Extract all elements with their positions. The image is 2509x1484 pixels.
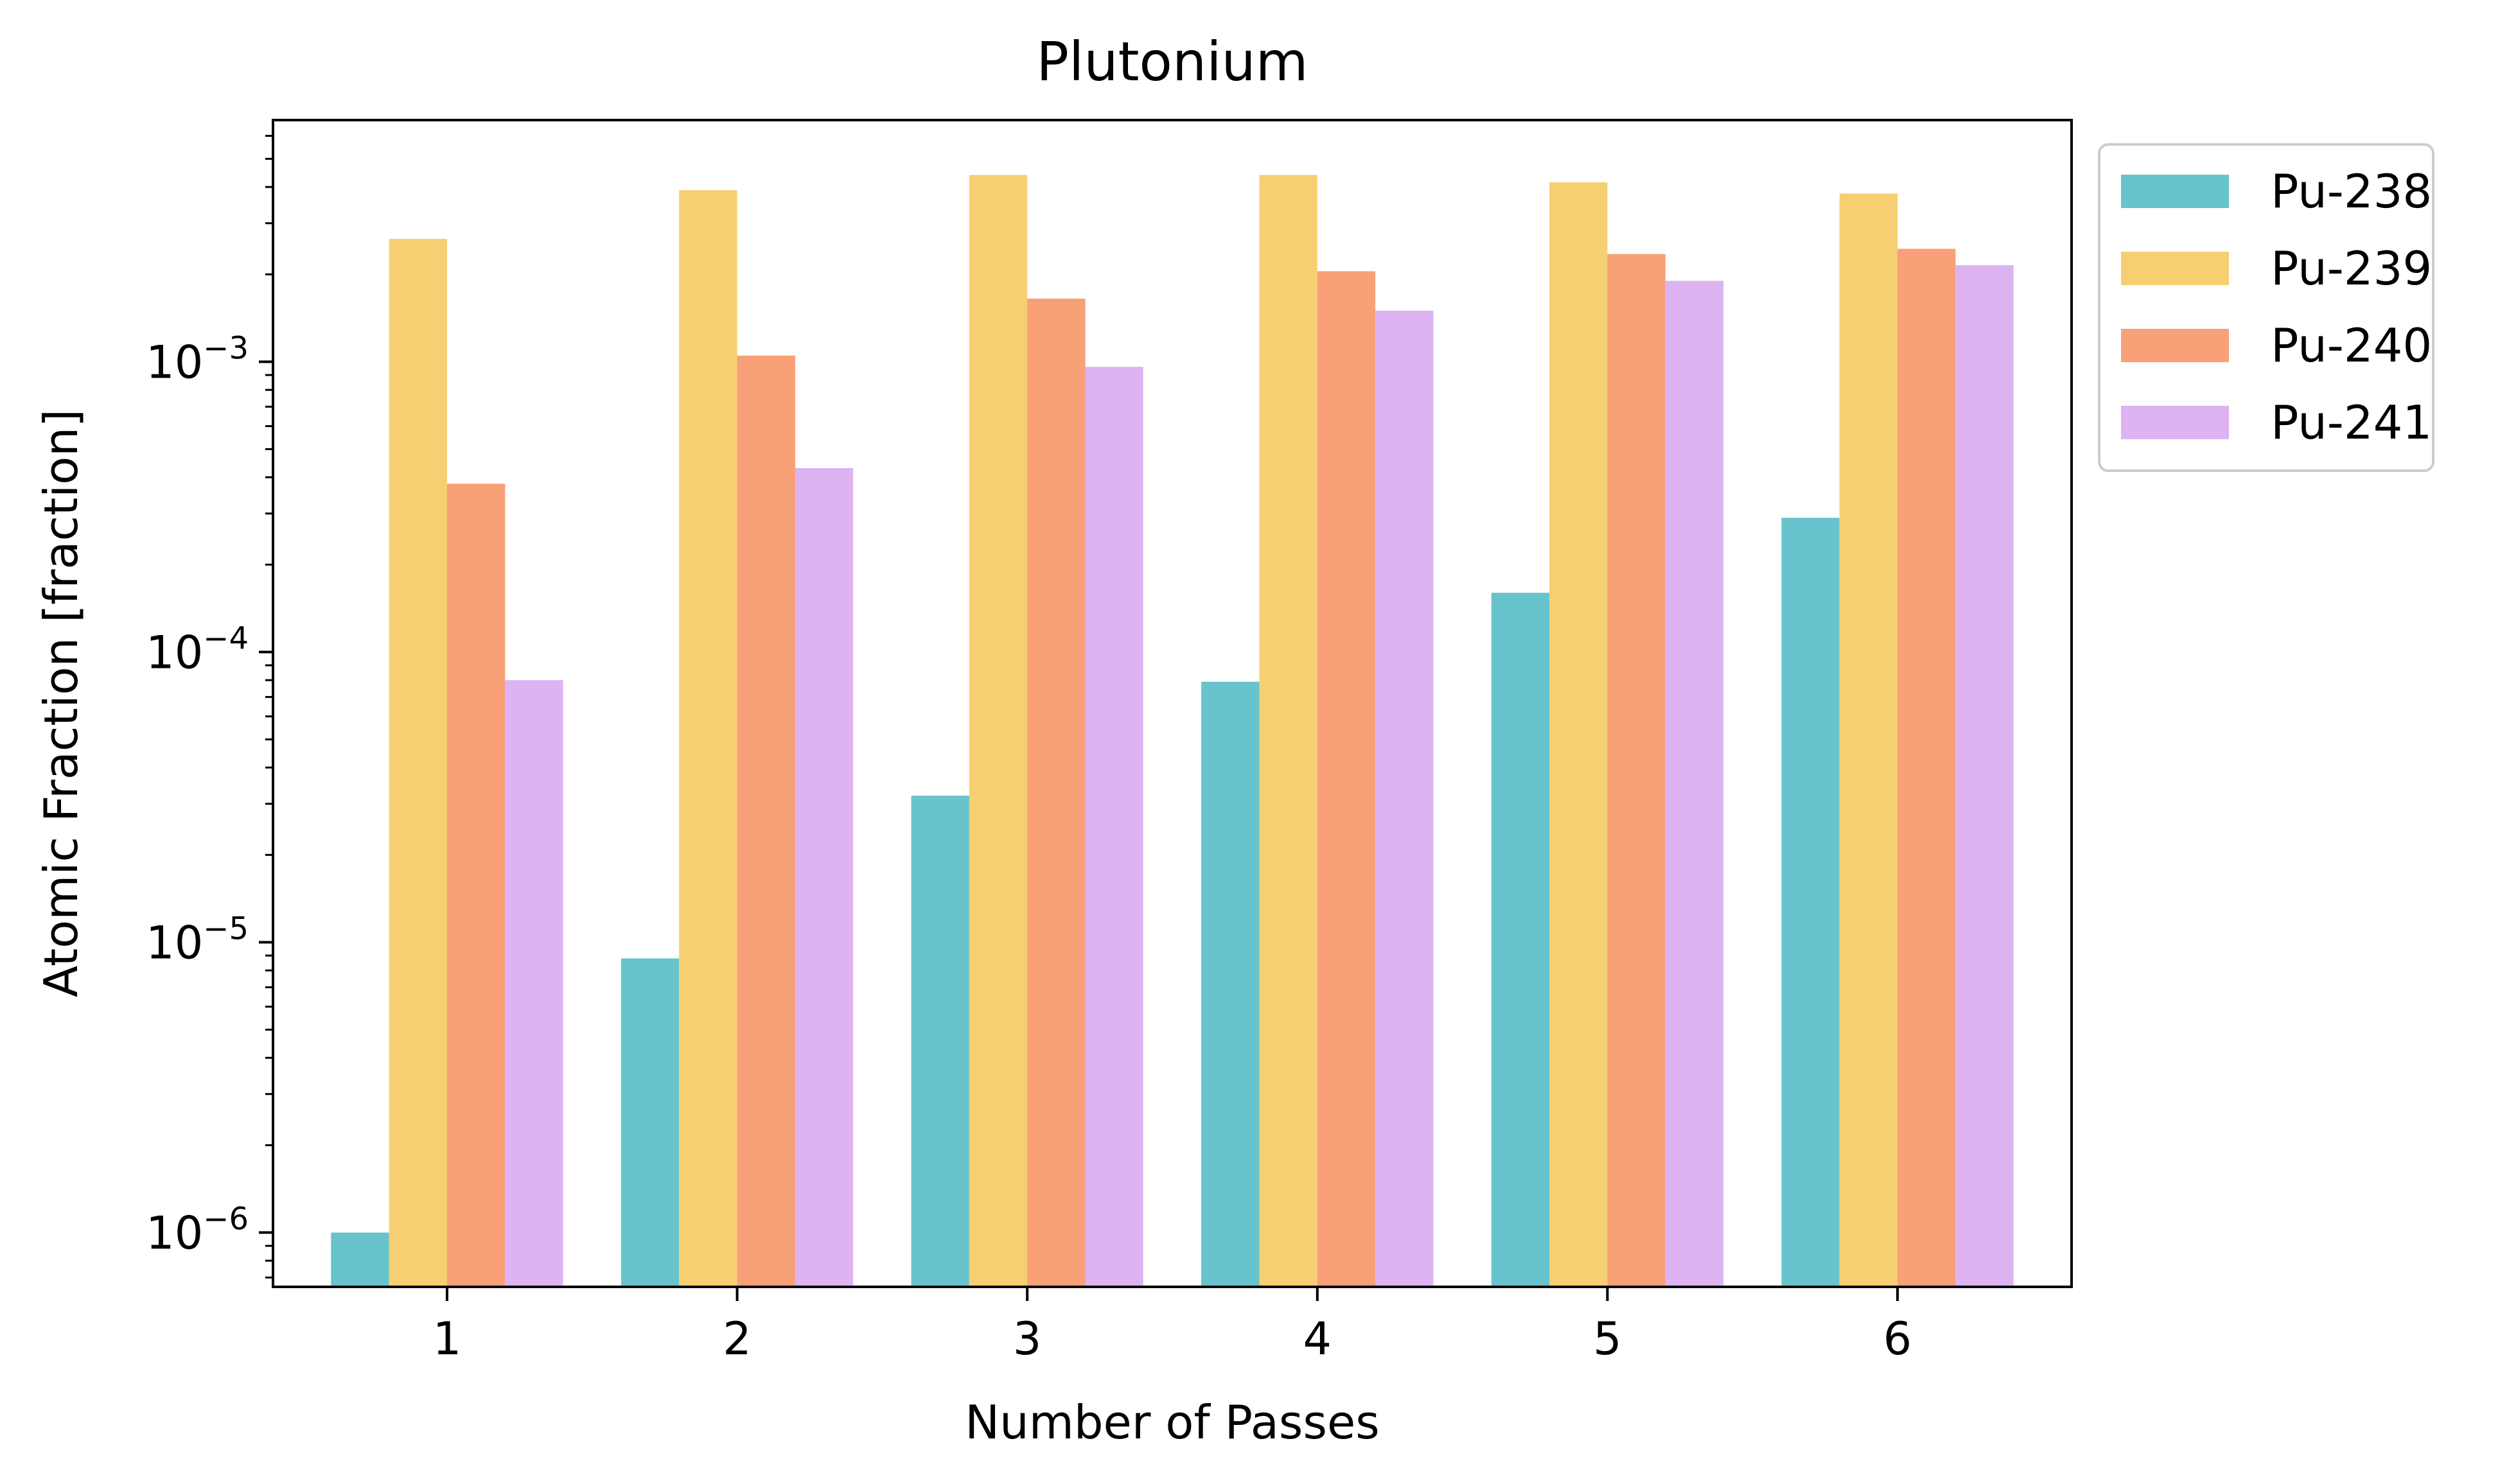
x-tick-label: 6 [1883, 1313, 1912, 1365]
bar-pu-239-pass-2 [679, 190, 737, 1288]
y-axis: 10−6 10−5 10−4 10−3 [146, 135, 273, 1279]
bar-pu-238-pass-3 [911, 796, 969, 1287]
legend-swatch-pu-240 [2121, 329, 2229, 362]
legend-label: Pu-238 [2271, 164, 2432, 218]
bar-pu-240-pass-1 [446, 484, 506, 1287]
x-tick-label: 1 [433, 1313, 462, 1365]
legend-swatch-pu-241 [2121, 406, 2229, 439]
legend-swatch-pu-238 [2121, 175, 2229, 208]
bars-group [331, 175, 2014, 1288]
bar-pu-240-pass-6 [1897, 249, 1956, 1287]
x-tick-label: 3 [1013, 1313, 1042, 1365]
bar-pu-239-pass-3 [969, 175, 1028, 1287]
bar-pu-241-pass-3 [1085, 367, 1143, 1287]
bar-pu-238-pass-4 [1201, 681, 1260, 1287]
y-tick-label: 10−6 [146, 1201, 249, 1259]
y-axis-label: Atomic Fraction [fraction] [34, 409, 88, 997]
x-tick-label: 5 [1593, 1313, 1622, 1365]
legend-swatch-pu-239 [2121, 252, 2229, 285]
bar-pu-240-pass-5 [1607, 254, 1666, 1287]
legend-label: Pu-239 [2271, 241, 2432, 295]
bar-pu-239-pass-1 [389, 239, 447, 1287]
bar-pu-238-pass-6 [1781, 518, 1840, 1287]
bar-pu-240-pass-2 [737, 355, 795, 1287]
y-tick-label: 10−5 [146, 911, 249, 969]
x-tick-label: 4 [1303, 1313, 1332, 1365]
legend: Pu-238 Pu-239 Pu-240 Pu-241 [2098, 143, 2434, 472]
x-axis-label: Number of Passes [965, 1395, 1380, 1449]
bar-pu-241-pass-2 [795, 468, 854, 1287]
bar-pu-241-pass-1 [505, 680, 563, 1287]
x-axis: 1 2 3 4 5 6 [433, 1287, 1912, 1365]
bar-pu-241-pass-5 [1665, 281, 1724, 1287]
bar-pu-239-pass-6 [1839, 193, 1898, 1287]
y-tick-label: 10−4 [146, 620, 249, 679]
x-tick-label: 2 [723, 1313, 752, 1365]
bar-pu-238-pass-2 [621, 958, 680, 1287]
plot-frame [272, 119, 2073, 1288]
legend-label: Pu-240 [2271, 319, 2432, 372]
bar-pu-238-pass-5 [1491, 593, 1550, 1288]
y-tick-label: 10−3 [146, 330, 249, 388]
bar-pu-238-pass-1 [331, 1232, 389, 1287]
bar-pu-240-pass-4 [1317, 271, 1376, 1287]
bar-pu-239-pass-5 [1549, 182, 1608, 1288]
legend-box [2098, 143, 2434, 472]
bar-pu-241-pass-4 [1375, 310, 1434, 1287]
chart-title: Plutonium [1036, 30, 1308, 93]
legend-label: Pu-241 [2271, 396, 2432, 450]
bar-pu-240-pass-3 [1027, 299, 1086, 1287]
bar-pu-241-pass-6 [1955, 265, 2014, 1288]
bar-pu-239-pass-4 [1259, 175, 1317, 1287]
